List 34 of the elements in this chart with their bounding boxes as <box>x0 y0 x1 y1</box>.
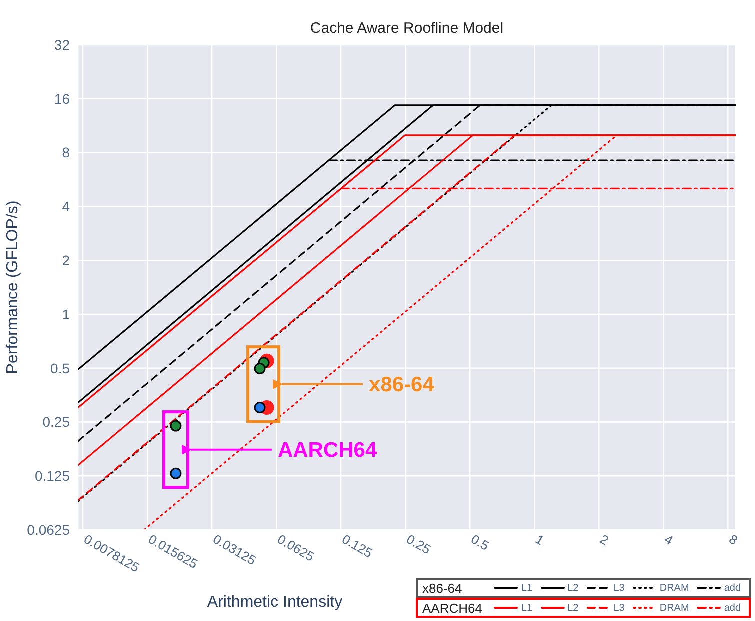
y-tick-label: 16 <box>54 90 70 107</box>
x-tick-label: 4 <box>662 532 676 548</box>
legend-label: add <box>724 602 741 614</box>
y-tick-label: 4 <box>62 198 70 215</box>
text: x86-64 <box>422 580 462 596</box>
y-tick-label: 0.125 <box>34 468 70 484</box>
legend-label: DRAM <box>660 602 690 614</box>
y-tick-label: 1 <box>62 306 70 322</box>
legend-label: L2 <box>568 602 579 614</box>
x-tick-label: 1 <box>533 532 547 548</box>
text: AARCH64 <box>422 600 482 616</box>
annotation: AARCH64 <box>278 438 378 462</box>
x-tick-label: 8 <box>726 532 740 548</box>
chart-title: Cache Aware Roofline Model <box>309 20 505 37</box>
legend-label: add <box>724 582 741 594</box>
y-tick-label: 2 <box>62 252 70 269</box>
legend-label: DRAM <box>660 582 690 594</box>
x-tick-label: 2 <box>598 532 612 548</box>
y-axis-title: Performance (GFLOP/s) <box>4 200 22 374</box>
annotation: x86-64 <box>369 373 435 396</box>
legend-label: L1 <box>521 602 533 614</box>
y-tick-label: 0.5 <box>50 360 70 376</box>
x-tick-label: 0.125 <box>340 532 376 561</box>
y-tick-label: 0.0625 <box>27 522 70 538</box>
legend-label: L3 <box>614 602 625 614</box>
x-tick-label: 0.5 <box>468 532 492 554</box>
legend-label: L2 <box>568 582 579 594</box>
x-tick-label: 0.25 <box>404 532 434 558</box>
x-axis-title: Arithmetic Intensity <box>206 594 344 612</box>
y-tick-label: 0.25 <box>42 414 70 430</box>
y-tick-label: 32 <box>54 36 70 53</box>
legend-label: L1 <box>521 582 533 594</box>
y-tick-label: 8 <box>62 144 70 161</box>
legend-label: L3 <box>614 582 625 594</box>
